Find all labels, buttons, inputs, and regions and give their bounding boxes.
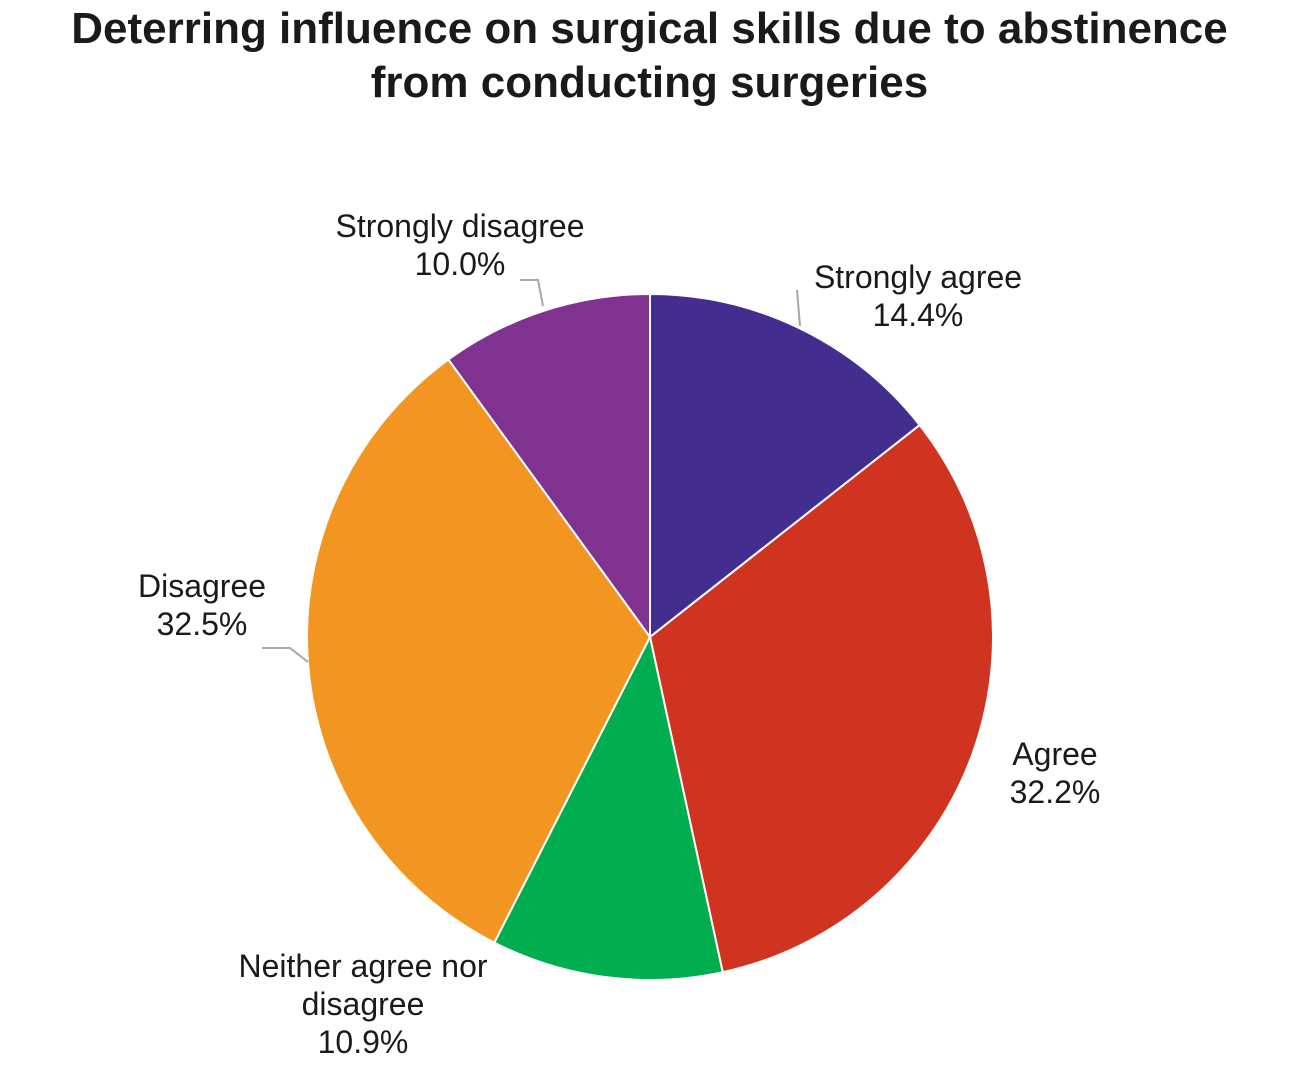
slice-label-agree: Agree 32.2% <box>1010 736 1101 810</box>
slice-label-strongly-agree: Strongly agree 14.4% <box>814 259 1022 333</box>
slice-category-label: Strongly agree <box>814 259 1022 295</box>
pie-slice-neither-agree-nor-disagree <box>493 636 724 981</box>
slice-category-label: Strongly disagree <box>335 208 584 244</box>
chart-title: Deterring influence on surgical skills d… <box>0 2 1299 110</box>
pie-slices <box>306 293 994 981</box>
chart-title-line-1: Deterring influence on surgical skills d… <box>71 4 1228 53</box>
slice-value-label: 32.5% <box>157 606 248 642</box>
pie-slice-disagree <box>306 358 651 944</box>
slice-label-disagree: Disagree 32.5% <box>138 568 266 642</box>
slice-value-label: 14.4% <box>873 297 964 333</box>
slice-value-label: 10.0% <box>415 246 506 282</box>
slice-label-strongly-disagree: Strongly disagree 10.0% <box>335 208 584 282</box>
slice-category-label: Agree <box>1012 736 1097 772</box>
slice-category-label: disagree <box>302 986 425 1022</box>
pie-slice-agree <box>649 424 994 974</box>
leader-line-disagree <box>262 647 309 663</box>
slice-category-label: Neither agree nor <box>238 948 487 984</box>
leader-line-strongly-agree <box>796 289 801 327</box>
slice-value-label: 10.9% <box>318 1024 409 1060</box>
slice-label-neither-agree-nor-disagree: Neither agree nor disagree 10.9% <box>238 948 487 1060</box>
slice-category-label: Disagree <box>138 568 266 604</box>
slice-value-label: 32.2% <box>1010 774 1101 810</box>
chart-title-line-2: from conducting surgeries <box>370 58 929 107</box>
slice-labels: Strongly agree 14.4% Agree 32.2% Neither agr… <box>138 208 1100 1060</box>
label-leader-lines <box>262 279 801 663</box>
pie-slice-strongly-agree <box>649 293 921 638</box>
leader-line-strongly-disagree <box>520 279 544 307</box>
pie-slice-strongly-disagree <box>447 293 651 638</box>
